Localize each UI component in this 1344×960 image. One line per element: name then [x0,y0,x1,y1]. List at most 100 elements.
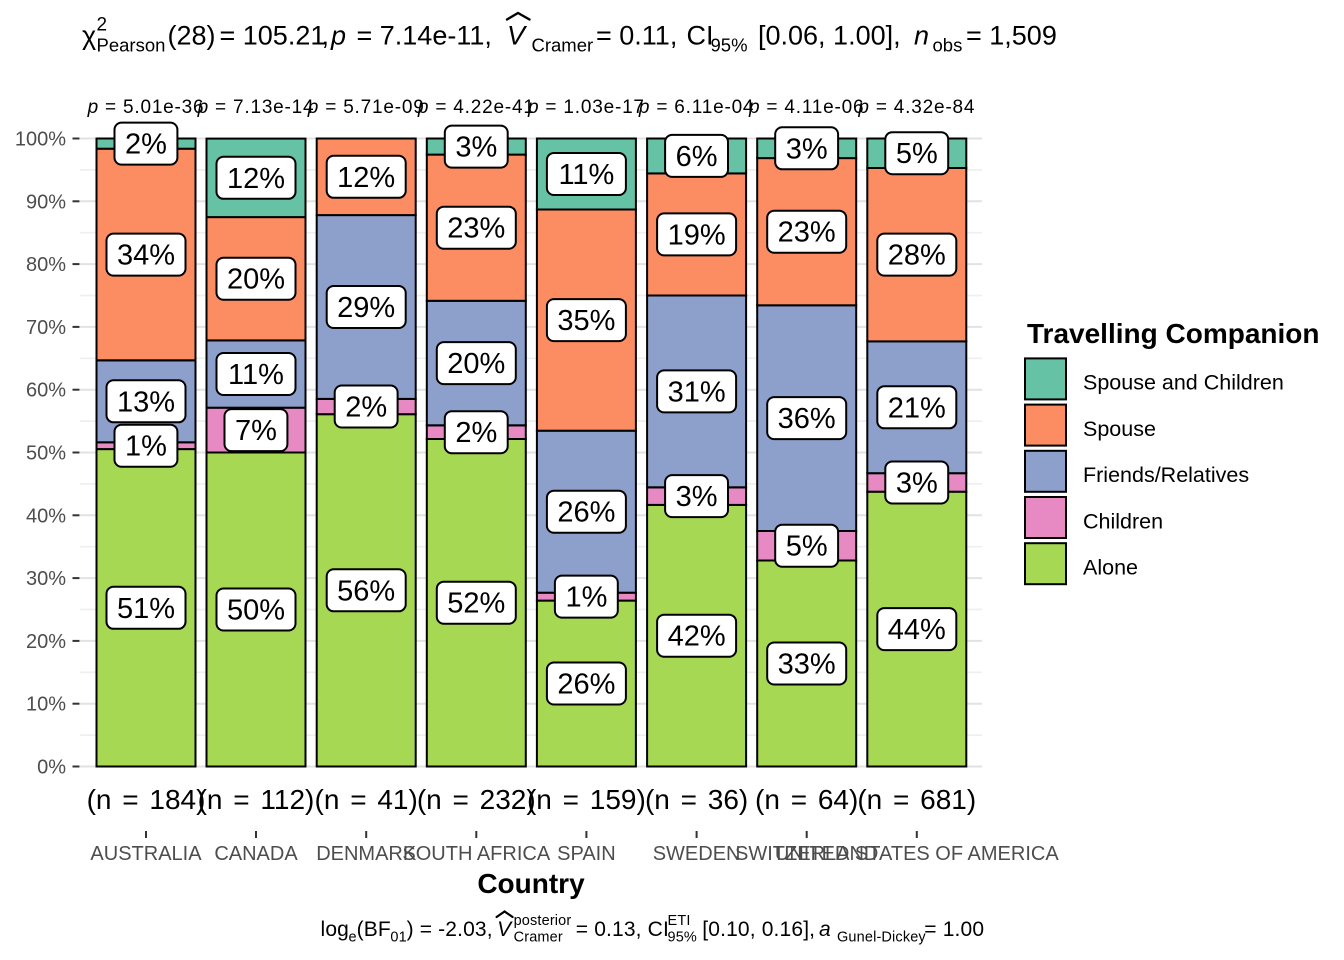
svg-text:(n = 36): (n = 36) [645,784,748,815]
svg-text:(28): (28) [168,21,216,51]
svg-text:60%: 60% [26,380,66,402]
svg-text:3%: 3% [455,132,497,164]
svg-text:p: p [330,21,346,51]
svg-text:e: e [349,930,357,946]
svg-text:UNITED STATES OF AMERICA: UNITED STATES OF AMERICA [775,843,1059,865]
svg-text:CI: CI [687,21,714,51]
svg-text:3%: 3% [786,133,828,165]
svg-text:80%: 80% [26,254,66,276]
svg-text:23%: 23% [778,217,836,249]
svg-text:V: V [497,918,513,941]
svg-text:Friends/Relatives: Friends/Relatives [1083,463,1249,487]
svg-text:1%: 1% [565,582,607,614]
svg-text:50%: 50% [26,443,66,465]
svg-text:obs: obs [933,35,963,56]
svg-text:13%: 13% [117,386,175,418]
svg-text:90%: 90% [26,191,66,213]
svg-text:p = 4.32e-84: p = 4.32e-84 [857,97,975,118]
svg-text:(n = 184): (n = 184) [87,784,206,815]
svg-text:35%: 35% [557,305,615,337]
svg-text:Cramer: Cramer [514,930,563,946]
svg-text:10%: 10% [26,694,66,716]
svg-text:p = 6.11e-04: p = 6.11e-04 [638,97,754,118]
svg-text:12%: 12% [227,163,285,195]
svg-text:p = 5.01e-36: p = 5.01e-36 [87,97,205,118]
svg-text:[0.06, 1.00],: [0.06, 1.00], [758,21,901,51]
svg-text:(n = 681): (n = 681) [857,784,976,815]
svg-text:(BF: (BF [357,918,391,941]
svg-text:2%: 2% [125,129,167,161]
svg-text:= 1,509: = 1,509 [966,21,1057,51]
svg-text:χ: χ [82,21,96,51]
svg-text:Cramer: Cramer [532,35,594,56]
svg-text:26%: 26% [557,497,615,529]
svg-text:) = -2.03,: ) = -2.03, [407,918,493,941]
svg-text:95%: 95% [711,35,748,56]
svg-text:= 0.13, CI: = 0.13, CI [576,918,669,941]
svg-text:1%: 1% [125,431,167,463]
svg-text:2: 2 [97,15,108,36]
svg-text:DENMARK: DENMARK [316,843,417,865]
svg-text:33%: 33% [778,649,836,681]
svg-text:(n = 112): (n = 112) [198,784,315,815]
svg-text:26%: 26% [557,669,615,701]
svg-text:28%: 28% [888,240,946,272]
svg-text:Children: Children [1083,509,1163,533]
svg-text:2%: 2% [455,417,497,449]
svg-text:01: 01 [390,930,406,946]
svg-text:(n = 159): (n = 159) [527,784,646,815]
svg-text:5%: 5% [786,531,828,563]
svg-text:51%: 51% [117,593,175,625]
svg-text:70%: 70% [26,317,66,339]
svg-text:31%: 31% [668,376,726,408]
svg-text:= 7.14e-11,: = 7.14e-11, [357,21,492,51]
svg-text:40%: 40% [26,505,66,527]
svg-text:50%: 50% [227,595,285,627]
svg-text:p = 7.13e-14: p = 7.13e-14 [197,97,315,118]
svg-text:44%: 44% [888,614,946,646]
svg-text:12%: 12% [337,162,395,194]
svg-text:= 0.11,: = 0.11, [596,21,677,51]
svg-text:p = 5.71e-09: p = 5.71e-09 [307,97,425,118]
svg-text:AUSTRALIA: AUSTRALIA [90,843,202,865]
svg-text:,: , [322,21,330,51]
svg-text:36%: 36% [778,403,836,435]
svg-text:a: a [819,918,831,941]
svg-text:(n = 64): (n = 64) [755,784,858,815]
svg-text:(n = 41): (n = 41) [315,784,418,815]
svg-text:V: V [507,21,528,51]
svg-text:56%: 56% [337,575,395,607]
svg-text:11%: 11% [228,359,284,391]
svg-text:6%: 6% [676,141,718,173]
svg-text:100%: 100% [15,129,66,151]
svg-text:95%: 95% [668,930,697,946]
svg-text:Spouse: Spouse [1083,417,1156,441]
svg-text:3%: 3% [676,481,718,513]
svg-text:log: log [321,918,349,941]
svg-text:SPAIN: SPAIN [557,843,616,865]
svg-text:ETI: ETI [668,913,691,929]
svg-text:3%: 3% [896,468,938,500]
svg-text:Country: Country [477,868,585,899]
svg-text:7%: 7% [235,415,277,447]
svg-text:[0.10, 0.16],: [0.10, 0.16], [702,918,815,941]
svg-text:2%: 2% [345,392,387,424]
svg-text:(n = 232): (n = 232) [417,784,536,815]
svg-text:p = 4.22e-41: p = 4.22e-41 [417,97,535,118]
svg-text:p = 4.11e-06: p = 4.11e-06 [748,97,864,118]
svg-text:SOUTH AFRICA: SOUTH AFRICA [402,843,550,865]
svg-text:Travelling Companion: Travelling Companion [1027,318,1319,349]
svg-text:Alone: Alone [1083,556,1138,580]
svg-text:SWITZERLAND: SWITZERLAND [735,843,878,865]
svg-text:19%: 19% [668,219,726,251]
svg-text:= 105.21: = 105.21 [220,21,326,51]
svg-text:21%: 21% [888,392,946,424]
svg-text:29%: 29% [337,292,395,324]
svg-text:42%: 42% [668,621,726,653]
svg-text:23%: 23% [447,213,505,245]
svg-text:52%: 52% [447,588,505,620]
svg-text:n: n [914,21,929,51]
svg-text:0%: 0% [37,757,66,779]
svg-text:20%: 20% [26,631,66,653]
svg-text:posterior: posterior [514,913,572,929]
